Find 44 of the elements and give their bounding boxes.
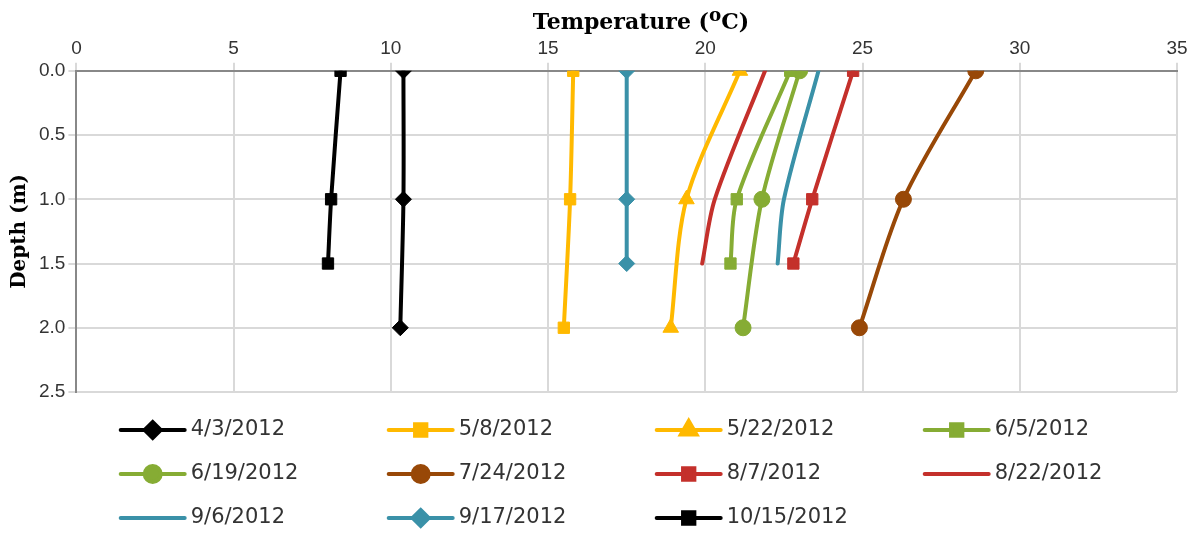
point bbox=[662, 318, 680, 333]
point bbox=[850, 319, 868, 337]
legend-label: 8/7/2012 bbox=[726, 460, 822, 485]
point bbox=[563, 193, 577, 206]
y-tick-label: 0.0 bbox=[38, 59, 66, 81]
y-tick-label: 2.0 bbox=[38, 315, 66, 337]
y-tick-label: 2.5 bbox=[38, 380, 66, 402]
point bbox=[806, 193, 819, 206]
x-axis-title: Temperature ($^{o}$C) bbox=[531, 4, 751, 35]
legend-label: 10/15/2012 bbox=[726, 504, 848, 529]
point bbox=[894, 190, 912, 208]
x-tick-label: 35 bbox=[1166, 36, 1188, 58]
point bbox=[724, 257, 737, 270]
point bbox=[787, 257, 800, 270]
legend-label: 5/8/2012 bbox=[458, 416, 554, 441]
legend-label: 6/19/2012 bbox=[190, 460, 299, 485]
point bbox=[753, 190, 771, 208]
y-tick-label: 1.0 bbox=[38, 187, 66, 209]
legend-label: 7/24/2012 bbox=[458, 460, 567, 485]
point bbox=[730, 193, 743, 206]
x-tick-label: 10 bbox=[380, 36, 402, 58]
point bbox=[618, 190, 636, 208]
legend-label: 9/17/2012 bbox=[458, 504, 567, 529]
point bbox=[324, 193, 338, 206]
legend-label: 6/5/2012 bbox=[994, 416, 1090, 441]
point bbox=[734, 319, 752, 337]
x-tick-label: 15 bbox=[537, 36, 559, 58]
legend-label: 9/6/2012 bbox=[190, 504, 286, 529]
legend-label: 4/3/2012 bbox=[190, 416, 286, 441]
point bbox=[557, 321, 570, 334]
point bbox=[618, 255, 636, 273]
x-tick-label: 0 bbox=[71, 36, 82, 58]
x-tick-label: 30 bbox=[1009, 36, 1031, 58]
y-tick-label: 1.5 bbox=[38, 251, 66, 273]
x-tick-label: 25 bbox=[851, 36, 874, 58]
point bbox=[391, 319, 409, 337]
y-axis-title: Depth (m) bbox=[6, 173, 31, 289]
point bbox=[394, 190, 412, 208]
legend-label: 5/22/2012 bbox=[726, 416, 835, 441]
x-tick-label: 5 bbox=[228, 36, 239, 58]
legend-label: 8/22/2012 bbox=[994, 460, 1103, 485]
point bbox=[321, 257, 335, 270]
x-tick-label: 20 bbox=[694, 36, 716, 58]
y-tick-label: 0.5 bbox=[38, 123, 66, 145]
